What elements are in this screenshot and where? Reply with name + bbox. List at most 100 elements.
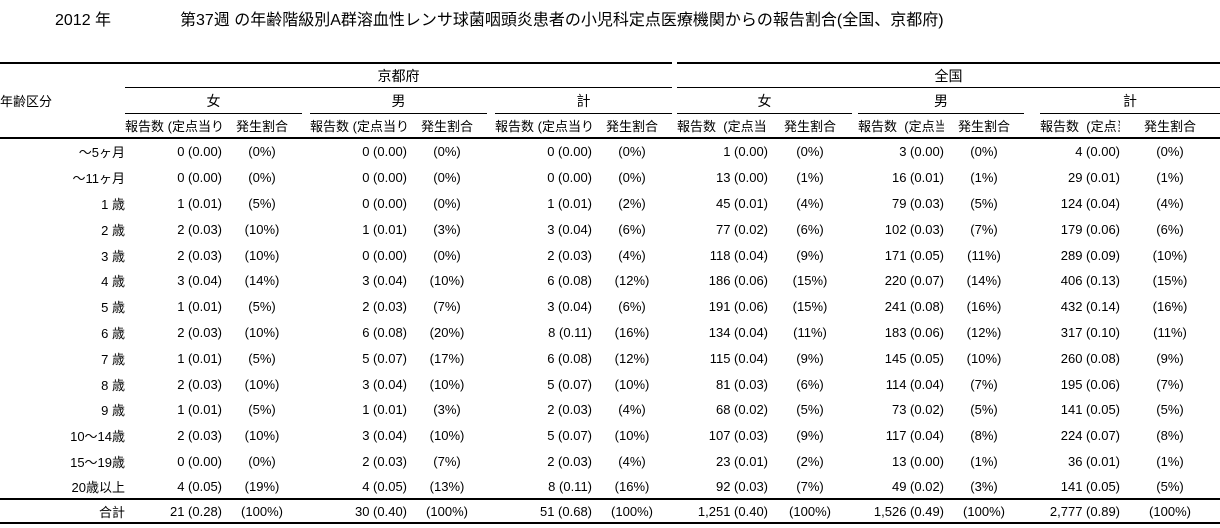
count-cell: 195 (0.06) [1060, 376, 1121, 392]
rate-cell: (15%) [1152, 273, 1188, 289]
rate-cell: (6%) [796, 221, 824, 237]
count-cell: 2,777 (0.89) [1040, 500, 1121, 525]
rate-cell: (5%) [970, 402, 998, 418]
table-row: 3 歳 2 (0.03) (10%) 0 (0.00) (0%) 2 (0.03) (… [0, 242, 1220, 268]
table-row: 10～14歳 2 (0.03) (10%) 3 (0.04) (10%) 5 (0.… [0, 423, 1220, 449]
rate-cell: (4%) [618, 402, 646, 418]
age-cell: 8 歳 [101, 377, 126, 393]
count-cell: 1 (0.01) [177, 402, 223, 418]
rate-cell: (10%) [244, 376, 280, 392]
table-row: ～5ヶ月 0 (0.00) (0%) 0 (0.00) (0%) 0 (0.00) (… [0, 139, 1220, 165]
count-cell: 145 (0.05) [884, 350, 945, 366]
section-spacer [672, 62, 678, 139]
rate-cell: (12%) [614, 273, 650, 289]
total-label: 合計 [0, 500, 126, 525]
count-cell: 102 (0.03) [884, 221, 945, 237]
count-cell: 45 (0.01) [715, 195, 769, 211]
count-cell: 260 (0.08) [1060, 350, 1121, 366]
rate-cell: (10%) [244, 221, 280, 237]
count-cell: 3 (0.04) [177, 273, 223, 289]
rate-cell: (5%) [970, 195, 998, 211]
gender-header-kyoto-total: 計 [495, 88, 673, 114]
count-cell: 73 (0.02) [891, 402, 945, 418]
rate-cell: (9%) [1156, 350, 1184, 366]
rate-cell: (7%) [433, 299, 461, 315]
count-cell: 79 (0.03) [891, 195, 945, 211]
rate-cell: (15%) [792, 273, 828, 289]
rate-cell: (7%) [970, 221, 998, 237]
rate-cell: (19%) [222, 474, 303, 501]
age-cell: 20歳以上 [0, 474, 126, 501]
count-cell: 29 (0.01) [1067, 170, 1121, 186]
rate-cell: (0%) [796, 144, 824, 160]
count-cell: 220 (0.07) [884, 273, 945, 289]
count-cell: 124 (0.04) [1060, 195, 1121, 211]
rate-cell: (11%) [967, 247, 1001, 263]
count-cell: 1 (0.01) [362, 221, 408, 237]
age-cell: 7 歳 [101, 351, 126, 367]
gender-header-national-total: 計 [1040, 88, 1220, 114]
rate-cell: (100%) [1120, 500, 1220, 525]
count-cell: 2 (0.03) [177, 247, 223, 263]
rate-cell: (0%) [970, 144, 998, 160]
rate-header: 発生割合 [768, 114, 853, 139]
rate-cell: (3%) [433, 221, 461, 237]
count-cell: 0 (0.00) [362, 195, 408, 211]
rate-cell: (7%) [970, 376, 998, 392]
table-row: 6 歳 2 (0.03) (10%) 6 (0.08) (20%) 8 (0.11)… [0, 320, 1220, 346]
page-title: 第37週 の年齢階級別A群溶血性レンサ球菌咽頭炎患者の小児科定点医療機関からの報… [180, 12, 944, 29]
count-cell: 134 (0.04) [708, 324, 769, 340]
table-row: ～11ヶ月 0 (0.00) (0%) 0 (0.00) (0%) 0 (0.00)… [0, 165, 1220, 191]
count-cell: 2 (0.03) [547, 402, 593, 418]
rate-cell: (6%) [1156, 221, 1184, 237]
count-cell: 107 (0.03) [708, 428, 769, 444]
header-row-gender: 女 男 計 女 男 計 [0, 88, 1220, 114]
rate-cell: (0%) [433, 195, 461, 211]
rate-cell: (7%) [433, 453, 461, 469]
rate-cell: (1%) [1156, 453, 1184, 469]
count-cell: 224 (0.07) [1060, 428, 1121, 444]
rate-cell: (9%) [796, 247, 824, 263]
count-cell: 2 (0.03) [177, 221, 223, 237]
count-cell: 2 (0.03) [362, 453, 408, 469]
table-row: 8 歳 2 (0.03) (10%) 3 (0.04) (10%) 5 (0.07)… [0, 371, 1220, 397]
rate-cell: (10%) [244, 428, 280, 444]
rate-cell: (5%) [796, 402, 824, 418]
rate-cell: (10%) [429, 273, 465, 289]
table-row: 5 歳 1 (0.01) (5%) 2 (0.03) (7%) 3 (0.04) (6… [0, 294, 1220, 320]
rate-cell: (4%) [618, 247, 646, 263]
count-cell: 117 (0.04) [885, 428, 945, 444]
count-cell: 3 (0.04) [362, 273, 408, 289]
count-cell: 1 (0.01) [362, 402, 408, 418]
rate-cell: (100%) [407, 500, 488, 525]
rate-cell: (1%) [796, 170, 824, 186]
rate-cell: (11%) [1153, 324, 1187, 340]
rate-cell: (10%) [244, 247, 280, 263]
rate-cell: (1%) [1156, 170, 1184, 186]
rate-cell: (6%) [796, 376, 824, 392]
age-cell: 5 歳 [101, 300, 126, 316]
count-cell: 81 (0.03) [715, 376, 769, 392]
rate-cell: (100%) [944, 500, 1025, 525]
gender-header-kyoto-male: 男 [310, 88, 488, 114]
count-cell: 1 (0.00) [723, 144, 769, 160]
count-cell: 241 (0.08) [884, 299, 945, 315]
rate-cell: (10%) [614, 428, 650, 444]
table-row: 15～19歳 0 (0.00) (0%) 2 (0.03) (7%) 2 (0.03… [0, 449, 1220, 475]
count-cell: 6 (0.08) [362, 324, 408, 340]
region-header-kyoto: 京都府 [125, 62, 673, 88]
rate-cell: (16%) [614, 324, 650, 340]
rate-header: 発生割合 [407, 114, 488, 139]
count-cell: 8 (0.11) [548, 324, 593, 340]
count-cell: 5 (0.07) [547, 376, 593, 392]
count-cell: 3 (0.00) [899, 144, 945, 160]
rate-cell: (5%) [248, 195, 276, 211]
rate-cell: (0%) [433, 144, 461, 160]
count-cell: 0 (0.00) [177, 170, 223, 186]
rate-cell: (0%) [433, 247, 461, 263]
count-cell: 49 (0.02) [858, 474, 945, 501]
rate-cell: (1%) [970, 453, 998, 469]
rate-cell: (4%) [796, 195, 824, 211]
rate-cell: (100%) [768, 500, 853, 525]
rate-cell: (10%) [244, 324, 280, 340]
